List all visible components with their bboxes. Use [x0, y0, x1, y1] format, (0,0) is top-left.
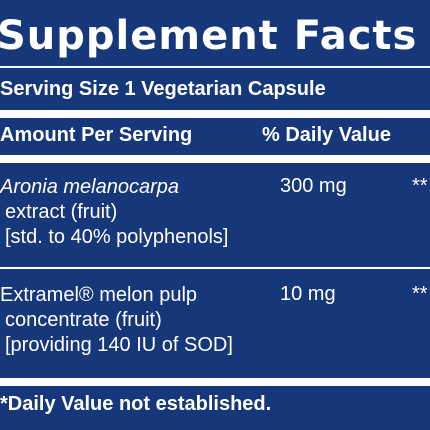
- divider-thick-top: [0, 110, 430, 118]
- ingredient-name: Aronia melanocarpa: [0, 176, 179, 198]
- serving-size: Serving Size 1 Vegetarian Capsule: [0, 78, 326, 100]
- ingredient-daily-value: **: [412, 283, 428, 305]
- footnote: *Daily Value not established.: [0, 393, 272, 415]
- ingredient-name: Extramel® melon pulp: [0, 284, 198, 306]
- ingredient-amount: 300 mg: [280, 175, 347, 197]
- amount-per-serving-header: Amount Per Serving: [0, 124, 193, 146]
- ingredient-detail: concentrate (fruit): [5, 309, 162, 331]
- ingredient-daily-value: **: [412, 175, 428, 197]
- daily-value-header: % Daily Value: [262, 124, 391, 146]
- ingredient-standardization: [std. to 40% polyphenols]: [5, 226, 229, 248]
- divider-between-ingredients: [0, 267, 430, 269]
- divider-under-title: [0, 66, 430, 68]
- panel-title: Supplement Facts: [0, 13, 418, 59]
- ingredient-detail: extract (fruit): [5, 201, 118, 223]
- ingredient-row: Aronia melanocarpa extract (fruit) [std.…: [0, 175, 228, 250]
- ingredient-row: Extramel® melon pulp concentrate (fruit)…: [0, 283, 233, 358]
- divider-thick-header: [0, 155, 430, 163]
- ingredient-standardization: [providing 140 IU of SOD]: [5, 334, 233, 356]
- ingredient-amount: 10 mg: [280, 283, 336, 305]
- divider-thick-bottom: [0, 378, 430, 386]
